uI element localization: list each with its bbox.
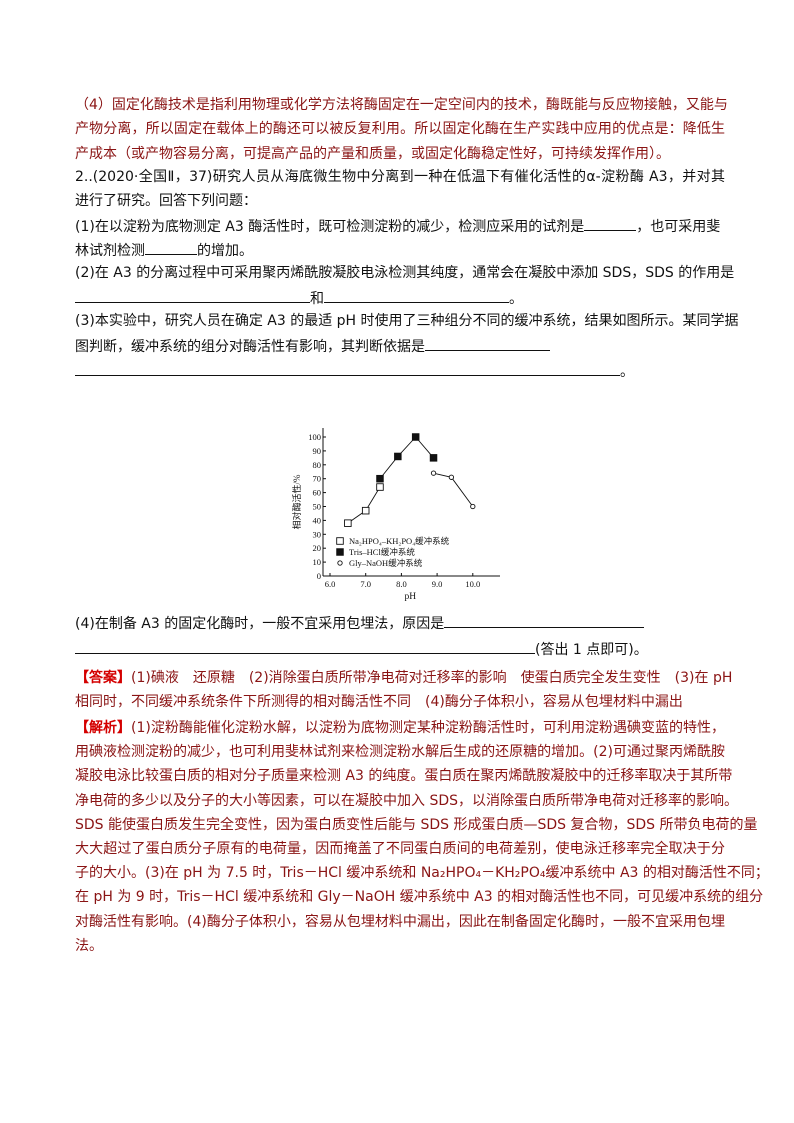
analysis-line: SDS 能使蛋白质发生完全变性，因为蛋白质变性后能与 SDS 形成蛋白质—SDS… bbox=[75, 816, 758, 833]
series-line bbox=[379, 436, 434, 479]
question-4: (答出 1 点即可)。 bbox=[75, 639, 725, 659]
q1-text: (1)在以淀粉为底物测定 A3 酶活性时，既可检测淀粉的减少，检测应采用的试剂是 bbox=[75, 219, 585, 235]
q4-text: (答出 1 点即可)。 bbox=[535, 642, 648, 658]
answer-line: 【答案】(1)碘液 还原糖 (2)消除蛋白质所带净电荷对迁移率的影响 使蛋白质完… bbox=[75, 669, 732, 687]
data-point bbox=[394, 452, 402, 461]
question-4: (4)在制备 A3 的固定化酶时，一般不宜采用包埋法，原因是 bbox=[75, 613, 725, 633]
x-tick-label: 10.0 bbox=[465, 579, 480, 589]
answer-blank bbox=[425, 336, 550, 351]
y-tick-label: 0 bbox=[317, 571, 321, 581]
question-1: 林试剂检测 的增加。 bbox=[75, 240, 725, 260]
data-point bbox=[376, 474, 384, 483]
question-intro: 2..(2020·全国Ⅱ，37)研究人员从海底微生物中分离到一种在低温下有催化活… bbox=[75, 169, 725, 185]
data-point bbox=[430, 470, 437, 476]
analysis-line: 凝胶电泳比较蛋白质的相对分子质量来检测 A3 的纯度。蛋白质在聚丙烯酰胺凝胶中的… bbox=[75, 768, 733, 785]
data-point bbox=[411, 433, 420, 441]
question-intro: 进行了研究。回答下列问题： bbox=[75, 193, 257, 209]
y-tick-label: 40 bbox=[313, 515, 322, 525]
answer-blank bbox=[75, 639, 535, 654]
y-axis-label: 相对酶活性/% bbox=[291, 474, 302, 530]
data-point bbox=[429, 454, 438, 462]
answer-blank bbox=[584, 216, 637, 231]
answer-blank bbox=[444, 613, 645, 628]
y-tick-label: 60 bbox=[313, 488, 322, 498]
x-axis-label: pH bbox=[405, 592, 417, 602]
answer-blank bbox=[75, 361, 620, 376]
answer-label: 【答案】 bbox=[75, 670, 131, 686]
answer-blank bbox=[145, 240, 197, 255]
analysis-line: 用碘液检测淀粉的减少，也可利用斐林试剂来检测淀粉水解后生成的还原糖的增加。(2)… bbox=[75, 744, 725, 761]
analysis-line: 子的大小。(3)在 pH 为 7.5 时，Tris－HCl 缓冲系统和 Na₂H… bbox=[75, 865, 769, 882]
y-tick-label: 90 bbox=[313, 446, 322, 456]
data-point bbox=[376, 483, 384, 491]
data-point bbox=[470, 503, 476, 510]
y-tick-label: 70 bbox=[313, 474, 322, 484]
q3-text: 图判断，缓冲系统的组分对酶活性有影响，其判断依据是 bbox=[75, 339, 425, 355]
prev-answer-line: 产成本（或产物容易分离，可提高产品的产量和质量，或固定化酶稳定性好，可持续发挥作… bbox=[75, 146, 670, 162]
y-tick-label: 10 bbox=[313, 557, 322, 567]
q1-text: 的增加。 bbox=[197, 243, 253, 259]
x-tick-label: 9.0 bbox=[432, 579, 443, 589]
y-tick-label: 30 bbox=[313, 529, 322, 539]
q1-text: ，也可采用斐 bbox=[636, 219, 721, 235]
analysis-line: 大大超过了蛋白质分子原有的电荷量，因而掩盖了不同蛋白质间的电荷差别，使电泳迁移率… bbox=[75, 841, 725, 857]
data-point bbox=[361, 506, 370, 515]
question-3: 。 bbox=[75, 361, 725, 381]
q2-text: 和 bbox=[310, 291, 324, 307]
legend-marker bbox=[337, 560, 343, 566]
analysis-line: 净电荷的多少以及分子的大小等因素，可以在凝胶中加入 SDS，以消除蛋白质所带净电… bbox=[75, 792, 739, 809]
answer-blank bbox=[75, 288, 310, 303]
x-tick-label: 8.0 bbox=[396, 579, 407, 589]
q4-text: (4)在制备 A3 的固定化酶时，一般不宜采用包埋法，原因是 bbox=[75, 616, 445, 632]
analysis-line: 在 pH 为 9 时，Tris－HCl 缓冲系统和 Gly－NaOH 缓冲系统中… bbox=[75, 889, 764, 906]
prev-answer-line: （4）固定化酶技术是指利用物理或化学方法将酶固定在一定空间内的技术，酶既能与反应… bbox=[75, 97, 728, 113]
answer-text: (1)碘液 还原糖 (2)消除蛋白质所带净电荷对迁移率的影响 使蛋白质完全发生变… bbox=[131, 670, 733, 686]
question-2: (2)在 A3 的分离过程中可采用聚丙烯酰胺凝胶电泳检测其纯度，通常会在凝胶中添… bbox=[75, 265, 735, 281]
analysis-text: (1)淀粉酶能催化淀粉水解，以淀粉为底物测定某种淀粉酶活性时，可利用淀粉遇碘变蓝… bbox=[131, 720, 725, 736]
x-tick-label: 6.0 bbox=[325, 579, 336, 589]
question-1: (1)在以淀粉为底物测定 A3 酶活性时，既可检测淀粉的减少，检测应采用的试剂是… bbox=[75, 216, 725, 236]
ph-activity-chart: 0 10 20 30 40 50 60 70 80 90 100 6.0 7.0 8.0 9.0 10.0 pH… bbox=[291, 428, 500, 602]
y-tick-label: 20 bbox=[313, 543, 322, 553]
q3-text: 。 bbox=[620, 364, 634, 380]
legend-label: Tris–HCl缓冲系统 bbox=[349, 547, 415, 557]
legend-marker bbox=[336, 548, 344, 556]
analysis-label: 【解析】 bbox=[75, 720, 132, 736]
question-3: 图判断，缓冲系统的组分对酶活性有影响，其判断依据是 bbox=[75, 336, 725, 356]
y-tick-label: 50 bbox=[313, 502, 322, 512]
question-3: (3)本实验中，研究人员在确定 A3 的最适 pH 时使用了三种组分不同的缓冲系… bbox=[75, 313, 739, 329]
y-tick-label: 80 bbox=[313, 460, 322, 470]
data-point bbox=[344, 519, 352, 527]
q1-text: 林试剂检测 bbox=[75, 243, 145, 259]
analysis-line: 【解析】(1)淀粉酶能催化淀粉水解，以淀粉为底物测定某种淀粉酶活性时，可利用淀粉… bbox=[75, 719, 725, 737]
question-2: 和。 bbox=[75, 288, 725, 308]
q2-text: 。 bbox=[509, 291, 523, 307]
legend-marker bbox=[336, 537, 344, 545]
series-line bbox=[347, 486, 381, 524]
y-tick-label: 100 bbox=[308, 432, 321, 442]
analysis-line: 对酶活性有影响。(4)酶分子体积小，容易从包埋材料中漏出，因此在制备固定化酶时，… bbox=[75, 913, 725, 930]
answer-line: 相同时，不同缓冲系统条件下所测得的相对酶活性不同 (4)酶分子体积小，容易从包埋… bbox=[75, 694, 683, 710]
x-tick-label: 7.0 bbox=[360, 579, 371, 589]
legend-label: Gly–NaOH缓冲系统 bbox=[349, 558, 423, 568]
data-point bbox=[448, 474, 455, 480]
analysis-line: 法。 bbox=[75, 937, 103, 954]
answer-blank bbox=[324, 288, 509, 303]
prev-answer-line: 产物分离，所以固定在载体上的酶还可以被反复利用。所以固定化酶在生产实践中应用的优… bbox=[75, 121, 725, 137]
legend-label: Na₂HPO₄–KH₂PO₄缓冲系统 bbox=[349, 536, 450, 546]
